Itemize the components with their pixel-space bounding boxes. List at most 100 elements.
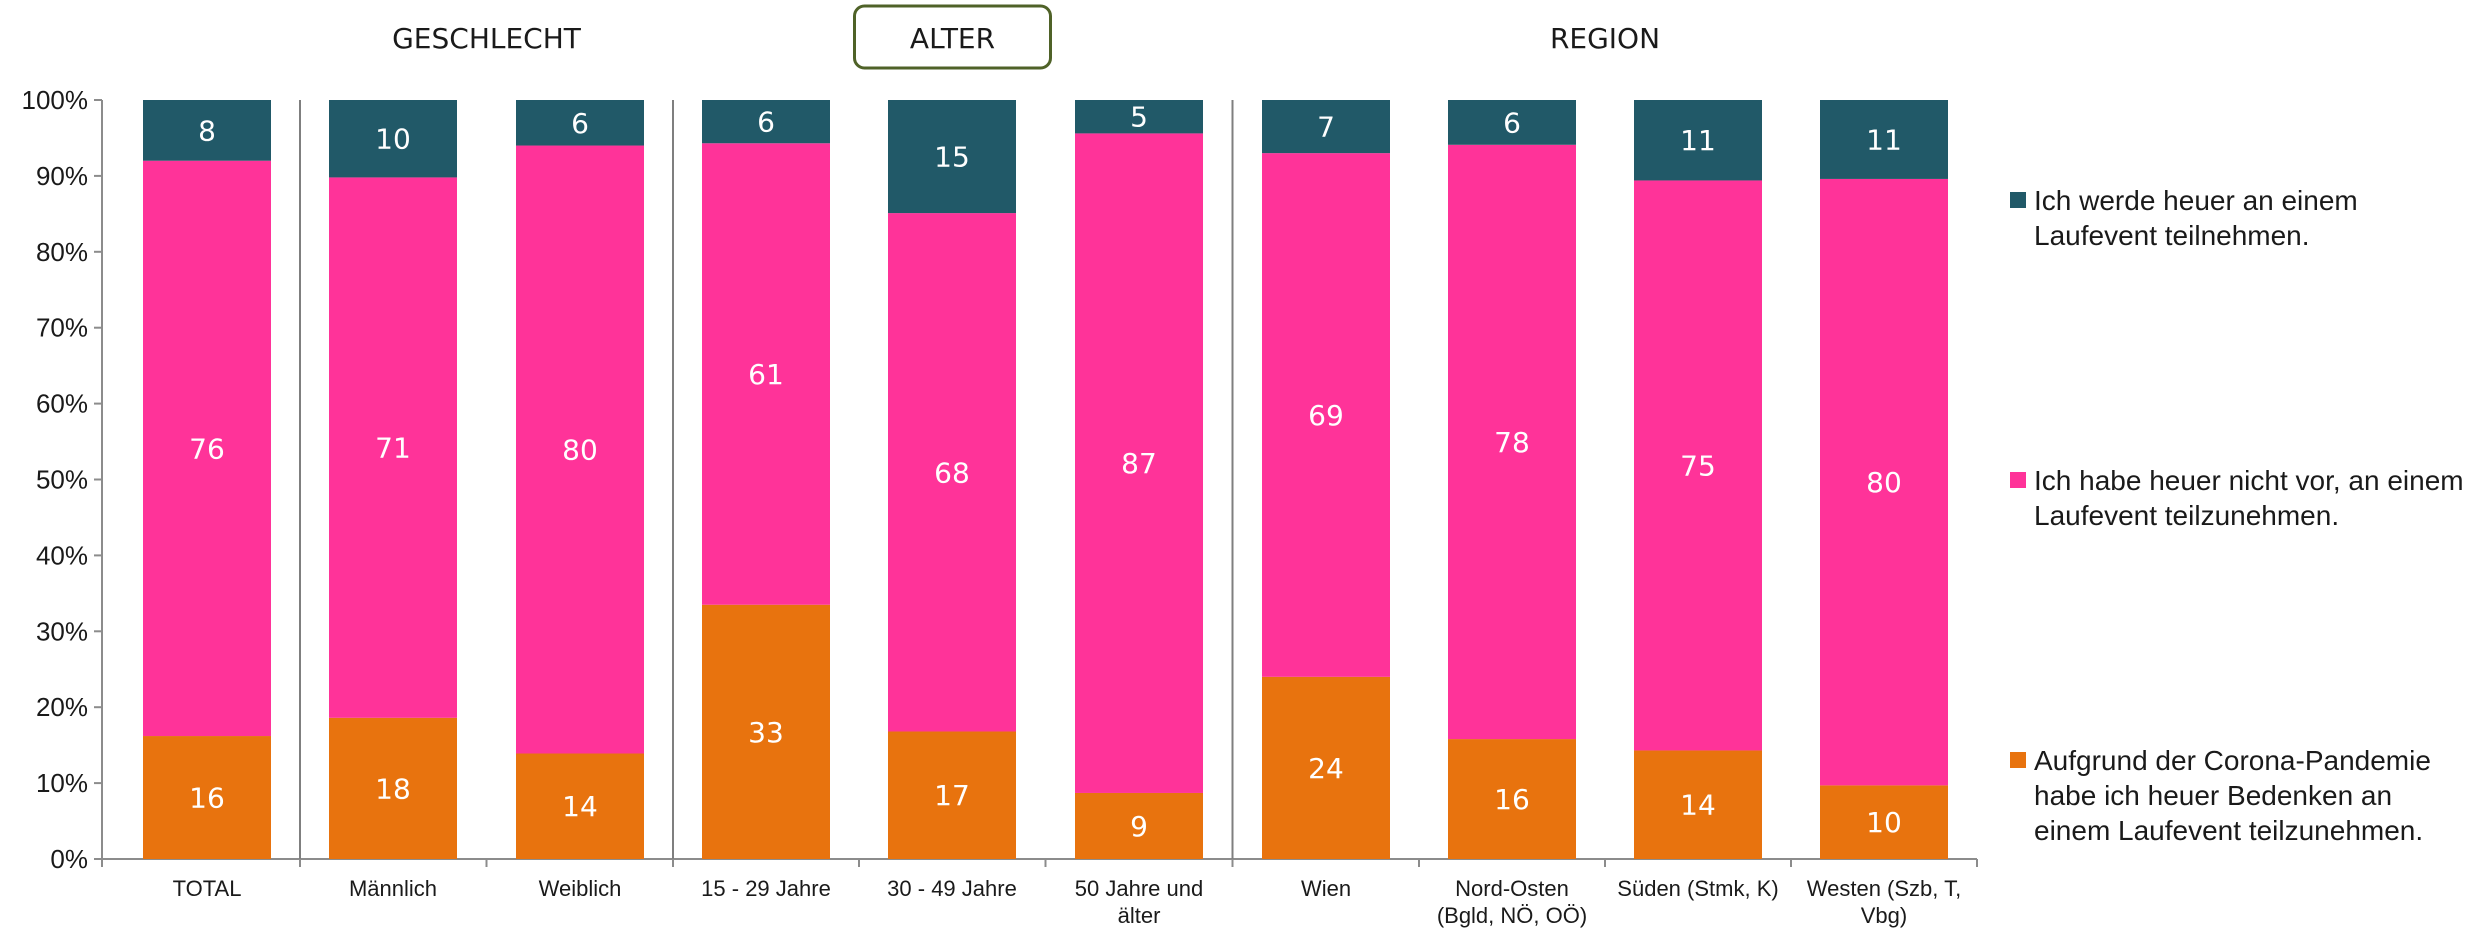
bar-segment [1634,100,1762,181]
bars [143,100,1948,859]
data-label: 33 [748,716,784,749]
data-label: 76 [189,432,225,465]
bar-segment [329,717,457,859]
bar-segment [1448,739,1576,859]
data-label: 14 [562,790,598,823]
bar-segment [516,753,644,859]
x-tick-label: TOTAL [173,876,242,901]
data-label: 78 [1494,426,1530,459]
y-tick-label: 90% [36,161,88,191]
y-tick-label: 40% [36,540,88,570]
legend: Ich werde heuer an einem Laufevent teilne… [2010,185,2464,846]
x-tick-label: 30 - 49 Jahre [887,876,1017,901]
data-label: 11 [1866,123,1902,156]
data-label: 80 [562,434,598,467]
x-tick-label: Westen (Szb, T, Vbg) [1807,876,1961,928]
data-label: 6 [757,106,775,139]
data-label: 87 [1121,447,1157,480]
bar-segment [1448,100,1576,145]
y-tick-label: 0% [50,844,88,874]
y-tick-label: 70% [36,313,88,343]
bar-segment [143,736,271,859]
bar-segment [1820,100,1948,179]
group-label-geschlecht: GESCHLECHT [392,22,582,55]
data-label: 61 [748,358,784,391]
legend-item: Aufgrund der Corona-Pandemie habe ich heu… [2010,745,2431,846]
bar-segment [702,100,830,144]
bar-segment [1075,100,1203,134]
x-tick-label: Männlich [349,876,437,901]
y-tick-label: 100% [22,85,89,115]
bar-segment [702,143,830,605]
data-label: 69 [1308,399,1344,432]
y-tick-label: 80% [36,237,88,267]
value-labels: 16 76 8 18 71 10 14 80 6 33 61 6 17 68 15 9 87 5 24 69 7 16 78… [189,101,1902,843]
group-label-alter: ALTER [853,4,1052,70]
bar-segment [1262,153,1390,677]
data-label: 6 [571,107,589,140]
data-label: 75 [1680,449,1716,482]
bar-segment [329,100,457,178]
bar-segment [329,177,457,718]
bar-segment [1448,144,1576,740]
legend-label: Ich werde heuer an einem Laufevent teilne… [2034,185,2358,251]
data-label: 16 [189,782,225,815]
data-label: 8 [198,114,216,147]
bar-segment [888,213,1016,732]
bar-segment [1634,750,1762,859]
group-label-text: REGION [1550,22,1660,55]
data-label: 16 [1494,783,1530,816]
data-label: 9 [1130,810,1148,843]
group-separators [299,100,1234,859]
x-tick-label: Nord-Osten (Bgld, NÖ, OÖ) [1437,876,1587,928]
data-label: 7 [1317,111,1335,144]
data-label: 17 [934,779,970,812]
bar-segment [702,604,830,859]
data-label: 11 [1680,124,1716,157]
bar-segment [516,100,644,146]
data-label: 5 [1130,101,1148,134]
bar-segment [888,100,1016,214]
x-tick-label: Süden (Stmk, K) [1617,876,1778,901]
bar-segment [1820,785,1948,859]
data-label: 80 [1866,466,1902,499]
data-label: 24 [1308,752,1344,785]
y-tick-label: 50% [36,465,88,495]
legend-label: Ich habe heuer nicht vor, an einem Laufev… [2034,465,2464,531]
data-label: 6 [1503,106,1521,139]
data-label: 18 [375,772,411,805]
legend-swatch [2010,752,2026,768]
bar-segment [1634,180,1762,751]
data-label: 10 [1866,806,1902,839]
y-tick-label: 60% [36,389,88,419]
x-tick-label: Weiblich [539,876,622,901]
legend-label: Aufgrund der Corona-Pandemie habe ich heu… [2034,745,2431,846]
legend-item: Ich werde heuer an einem Laufevent teilne… [2010,185,2358,251]
legend-swatch [2010,472,2026,488]
legend-item: Ich habe heuer nicht vor, an einem Laufev… [2010,465,2464,531]
y-tick-label: 10% [36,768,88,798]
group-label-region: REGION [1550,22,1660,55]
y-tick-label: 30% [36,616,88,646]
group-highlight-box [853,4,1052,70]
bar-segment [143,100,271,161]
bar-segment [143,160,271,737]
group-labels: GESCHLECHT ALTER REGION [392,4,1660,70]
group-label-text: ALTER [910,22,995,55]
data-label: 15 [934,141,970,174]
bar-segment [1075,792,1203,859]
x-tick-label: 50 Jahre und älter [1075,876,1203,928]
x-tick-label: Wien [1301,876,1351,901]
group-label-text: GESCHLECHT [392,22,582,55]
bar-segment [1820,178,1948,786]
data-label: 14 [1680,789,1716,822]
y-tick-label: 20% [36,692,88,722]
bar-segment [1262,100,1390,154]
bar-segment [888,731,1016,859]
data-label: 71 [375,432,411,465]
data-label: 68 [934,456,970,489]
category-labels: TOTAL Männlich Weiblich 15 - 29 Jahre 30 - 4… [173,876,1962,928]
x-tick-label: 15 - 29 Jahre [701,876,831,901]
data-label: 10 [375,123,411,156]
